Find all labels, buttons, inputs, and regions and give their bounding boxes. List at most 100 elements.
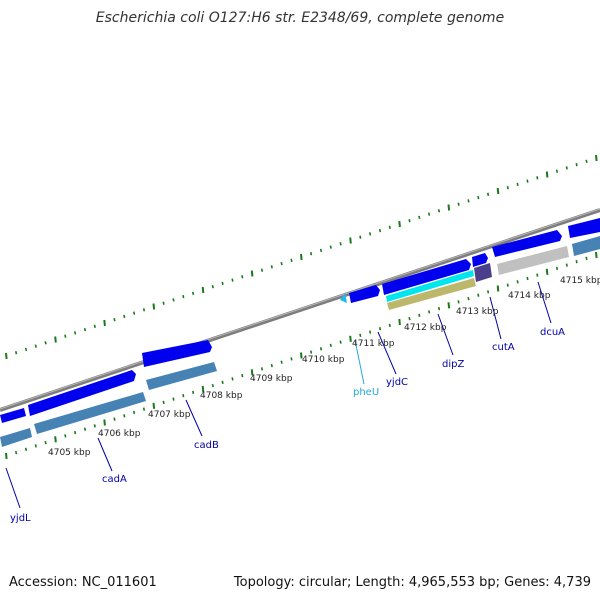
major-tick: [103, 319, 106, 327]
gene-label-dipZ[interactable]: dipZ: [442, 359, 464, 370]
minor-tick: [526, 179, 529, 183]
minor-tick: [15, 450, 18, 455]
major-tick: [398, 220, 401, 228]
minor-tick: [359, 333, 362, 338]
connector-cadB: [185, 399, 203, 437]
gene-labels: yjdL cadA cadB pheU yjdC dipZ cutA dcuA: [10, 327, 565, 524]
minor-tick: [329, 343, 332, 348]
minor-tick: [565, 166, 568, 170]
major-tick: [201, 286, 205, 294]
connector-yjdC: [377, 331, 397, 375]
minor-tick: [585, 159, 588, 163]
minor-tick: [133, 311, 136, 315]
connector-cutA: [489, 296, 502, 340]
gene-label-cutA[interactable]: cutA: [492, 342, 515, 353]
gene-bar-yjdL[interactable]: [0, 428, 32, 447]
minor-tick: [260, 367, 264, 371]
cds-arrow-dcuA[interactable]: [568, 218, 600, 238]
gene-bar-dipZ[interactable]: [474, 263, 492, 282]
scale-label: 4710 kbp: [302, 355, 345, 365]
gene-label-yjdL[interactable]: yjdL: [10, 513, 31, 524]
pseudo-gene-bar[interactable]: [497, 246, 569, 275]
gene-label-yjdC[interactable]: yjdC: [386, 377, 408, 388]
minor-tick: [467, 199, 470, 203]
minor-tick: [113, 318, 116, 322]
minor-tick: [15, 351, 18, 355]
major-tick: [5, 352, 8, 360]
major-tick: [152, 303, 156, 310]
inner-tick-row: [5, 251, 598, 460]
gene-bar-cadA[interactable]: [34, 392, 146, 434]
minor-tick: [133, 410, 136, 415]
minor-tick: [575, 162, 578, 167]
minor-tick: [172, 298, 175, 302]
cds-arrow-yjdC[interactable]: [382, 259, 471, 295]
minor-tick: [418, 215, 421, 220]
minor-tick: [44, 440, 47, 445]
major-tick: [496, 187, 500, 195]
minor-tick: [457, 300, 460, 304]
minor-tick: [388, 225, 391, 229]
cds-arrow-cutA[interactable]: [492, 230, 562, 257]
major-tick: [595, 154, 598, 162]
minor-tick: [329, 245, 332, 249]
scale-label: 4705 kbp: [48, 448, 91, 458]
minor-tick: [408, 219, 411, 223]
minor-tick: [83, 327, 87, 332]
major-tick: [349, 335, 352, 342]
cds-arrow-yjdL[interactable]: [0, 408, 26, 423]
genome-backbone: [0, 208, 600, 412]
major-tick: [5, 452, 8, 460]
minor-tick: [506, 283, 509, 287]
gene-bar-cadB[interactable]: [146, 362, 217, 390]
gene-label-cadA[interactable]: cadA: [102, 474, 127, 485]
major-tick: [201, 385, 205, 393]
minor-tick: [182, 394, 185, 398]
misc-feature-olive[interactable]: [387, 278, 476, 310]
connector-cadA: [97, 437, 113, 472]
gene-label-dcuA[interactable]: dcuA: [540, 327, 565, 338]
minor-tick: [310, 252, 313, 256]
minor-tick: [487, 192, 490, 196]
minor-tick: [280, 360, 283, 364]
minor-tick: [192, 390, 195, 395]
connector-dipZ: [437, 313, 454, 356]
minor-tick: [388, 323, 391, 328]
minor-tick: [142, 308, 146, 312]
scale-label: 4715 kbp: [560, 276, 600, 286]
misc-feature-cyan[interactable]: [386, 270, 474, 302]
minor-tick: [93, 424, 96, 428]
minor-tick: [64, 334, 67, 338]
minor-tick: [516, 280, 519, 284]
minor-tick: [457, 202, 460, 206]
minor-tick: [280, 261, 283, 266]
minor-tick: [182, 294, 185, 299]
major-tick: [300, 352, 303, 359]
minor-tick: [437, 209, 441, 213]
cds-arrow-cadB[interactable]: [142, 340, 212, 367]
gene-bar-dcuA[interactable]: [572, 236, 600, 256]
minor-tick: [565, 263, 568, 267]
cds-arrow-yjdC-left[interactable]: [349, 285, 380, 303]
minor-tick: [319, 248, 323, 253]
cds-arrow-pheU[interactable]: [340, 293, 347, 303]
label-connectors: [5, 281, 552, 509]
cds-arrow-cadA[interactable]: [28, 370, 136, 416]
minor-tick: [260, 268, 264, 272]
major-tick: [496, 285, 500, 292]
minor-tick: [231, 278, 234, 282]
connector-yjdL: [5, 467, 21, 509]
major-tick: [103, 419, 106, 426]
minor-tick: [123, 314, 126, 319]
major-tick: [595, 251, 598, 259]
minor-tick: [526, 276, 529, 281]
minor-tick: [172, 397, 175, 401]
minor-tick: [369, 330, 372, 334]
gene-label-cadB[interactable]: cadB: [194, 440, 219, 451]
minor-tick: [506, 186, 509, 190]
minor-tick: [339, 242, 342, 246]
scale-label: 4709 kbp: [250, 374, 293, 384]
gene-label-pheU[interactable]: pheU: [353, 387, 379, 398]
minor-tick: [378, 327, 382, 331]
cds-arrow-dipZ[interactable]: [472, 253, 488, 267]
